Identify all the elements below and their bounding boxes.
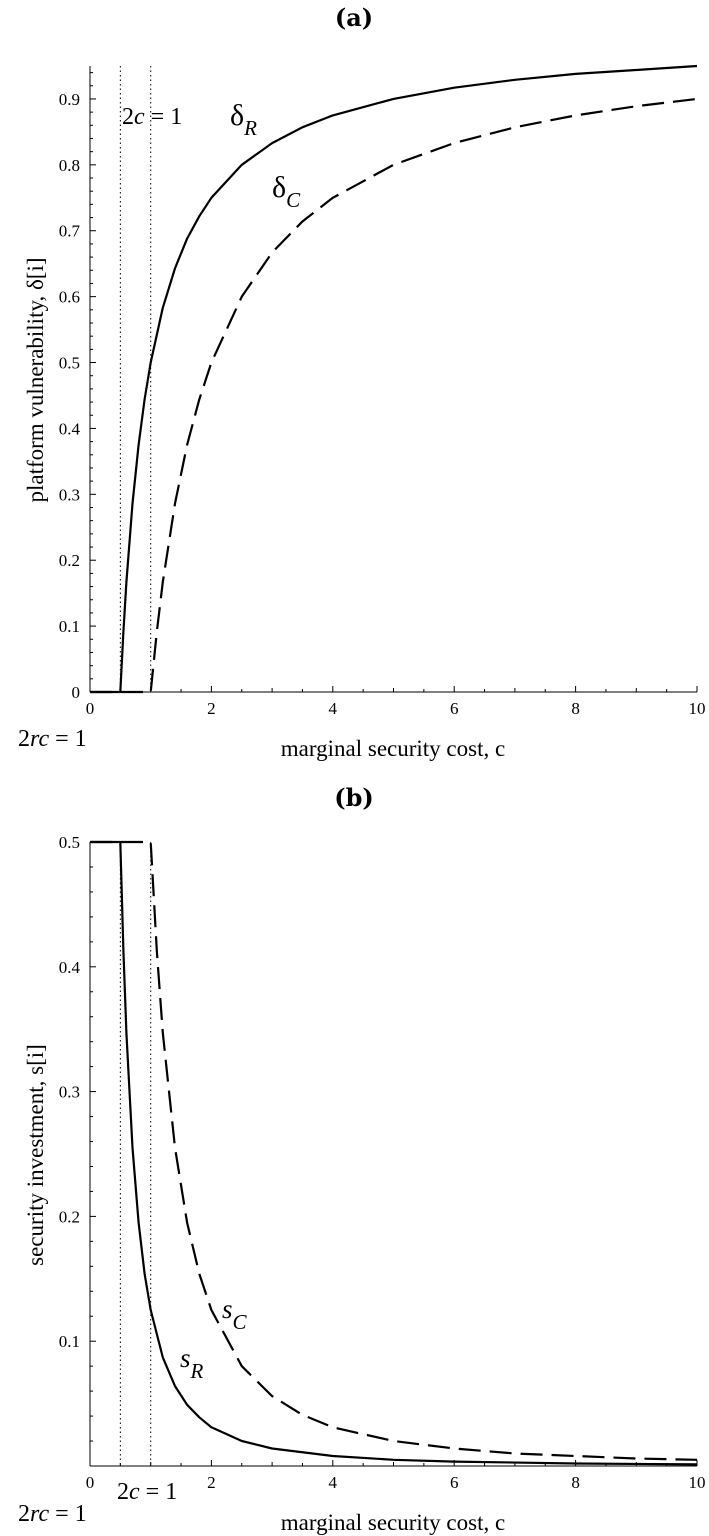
panel-b-y-tick-label: 0.2 xyxy=(59,1207,80,1226)
panel-b-x-tick-label: 10 xyxy=(689,1473,706,1492)
panel-a-series-δR xyxy=(90,64,698,694)
panel-a-x-tick-label: 10 xyxy=(689,699,706,718)
panel-b-x-tick-label: 8 xyxy=(571,1473,580,1492)
panel-b-y-tick-label: 0.3 xyxy=(59,1083,80,1102)
panel-a: (a) 0 2 4 6 8 1000.10.20.30.40.50.60.70.80.9 … xyxy=(18,3,706,761)
panel-a-series-label-deltaC: δC xyxy=(272,171,301,212)
panel-a-y-tick-label: 0.1 xyxy=(59,617,80,636)
panel-a-x-tick-label: 6 xyxy=(450,699,459,718)
panel-a-y-tick-label: 0.4 xyxy=(59,419,81,438)
panel-b-x-tick-label: 2 xyxy=(207,1473,216,1492)
panel-a-label: (a) xyxy=(335,3,373,32)
panel-a-y-tick-label: 0.3 xyxy=(59,485,80,504)
panel-b-y-tick-label: 0.1 xyxy=(59,1332,80,1351)
panel-b-y-tick-label: 0.4 xyxy=(59,958,81,977)
panel-a-y-tick-label: 0.9 xyxy=(59,90,80,109)
panel-a-series-label-deltaR: δR xyxy=(230,99,257,140)
panel-a-x-tick-label: 4 xyxy=(329,699,338,718)
panel-a-x-tick-label: 0 xyxy=(86,699,95,718)
panel-b-series-label-sR: sR xyxy=(180,1343,204,1383)
panel-a-x-axis-title: marginal security cost, c xyxy=(281,736,505,761)
panel-b-series-sR xyxy=(90,840,698,1466)
panel-b-series-sC xyxy=(90,840,698,1461)
panel-b-vline-label-2rc: 2rc = 1 xyxy=(18,1501,87,1527)
panel-b-y-tick-label: 0.5 xyxy=(59,833,80,852)
panel-a-y-tick-label: 0.7 xyxy=(59,222,81,241)
panel-a-y-tick-label: 0.5 xyxy=(59,354,80,373)
panel-a-y-tick-label: 0.6 xyxy=(59,288,80,307)
panel-b-x-axis-title: marginal security cost, c xyxy=(281,1510,505,1535)
panel-a-y-tick-label: 0.2 xyxy=(59,551,80,570)
panel-a-vline-label-2c: 2c = 1 xyxy=(122,104,182,130)
panel-a-y-tick-label: 0 xyxy=(72,683,81,702)
panel-a-x-tick-label: 8 xyxy=(571,699,580,718)
panel-b-series-label-sC: sC xyxy=(222,1294,248,1334)
panel-b-axes: 0 2 4 6 8 10 0.1 0.2 0.3 0.4 0.5 xyxy=(59,833,706,1492)
panel-b: (b) 0 2 4 6 8 10 0.1 0.2 0.3 0.4 0.5 marginal secu… xyxy=(18,783,706,1535)
panel-b-x-tick-label: 6 xyxy=(450,1473,459,1492)
panel-a-vline-label-2rc: 2rc = 1 xyxy=(18,726,87,752)
panel-a-x-tick-label: 2 xyxy=(207,699,216,718)
panel-b-x-tick-label: 4 xyxy=(329,1473,338,1492)
panel-a-y-axis-title: platform vulnerability, δ[i] xyxy=(23,257,48,502)
panel-b-y-axis-title: security investment, s[i] xyxy=(23,1044,48,1266)
panel-a-series-δC xyxy=(90,97,698,694)
panel-a-axes: 0 2 4 6 8 10 0 0.1 0.2 0.3 0.4 0.5 0.6 0.7 0.8 0.9 xyxy=(59,64,706,718)
panel-b-vline-label-2c: 2c = 1 xyxy=(117,1479,177,1505)
panel-b-label: (b) xyxy=(334,783,374,812)
panel-b-x-tick-label: 0 xyxy=(86,1473,95,1492)
panel-a-y-tick-label: 0.8 xyxy=(59,156,80,175)
